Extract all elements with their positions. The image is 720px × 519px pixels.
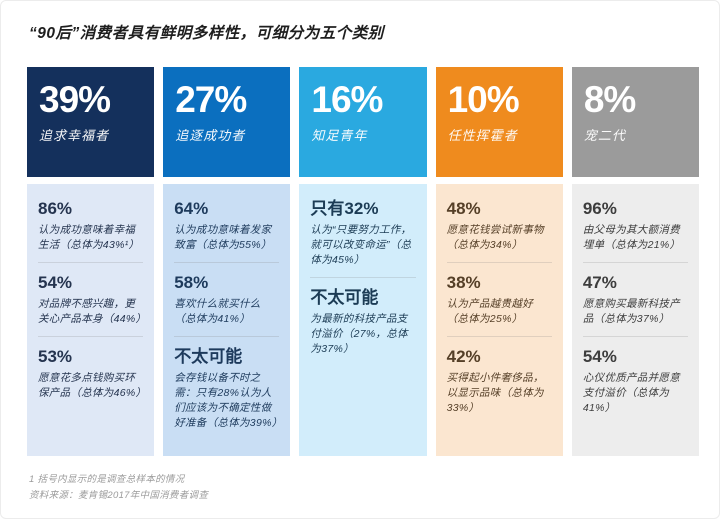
divider xyxy=(38,262,144,264)
stat-item: 58% 喜欢什么就买什么（总体为41%） xyxy=(174,272,279,327)
stat-description: 由父母为其大额消费埋单（总体为21%） xyxy=(582,224,681,252)
segment-body: 86% 认为成功意味着幸福生活（总体为43%¹） 54% 对品牌不感兴趣，更关心… xyxy=(27,184,155,456)
segment-header: 16% 知足青年 xyxy=(299,67,427,177)
source-line: 资料来源：麦肯锡2017年中国消费者调查 xyxy=(29,490,209,502)
divider xyxy=(38,336,144,338)
stat-item: 64% 认为成功意味着发家致富（总体为55%） xyxy=(174,198,279,253)
stat-description: 心仪优质产品并愿意支付溢价（总体为41%） xyxy=(582,372,681,415)
stat-description: 认为“只要努力工作，就可以改变命运”（总体为45%） xyxy=(310,224,412,267)
stat-description: 认为成功意味着发家致富（总体为55%） xyxy=(174,224,272,252)
stat-item: 96% 由父母为其大额消费埋单（总体为21%） xyxy=(583,198,688,253)
stat-item: 42% 买得起小件奢侈品，以显示品味（总体为33%） xyxy=(447,346,552,416)
stat-description: 买得起小件奢侈品，以显示品味（总体为33%） xyxy=(446,372,544,415)
divider xyxy=(446,262,552,264)
segment-percent: 39% xyxy=(39,79,111,120)
divider xyxy=(310,276,416,278)
segment-label: 宠二代 xyxy=(583,127,626,143)
stat-value: 58% xyxy=(174,273,209,293)
divider xyxy=(174,336,280,338)
segment-column-content-youth: 16% 知足青年 只有32% 认为“只要努力工作，就可以改变命运”（总体为45%… xyxy=(299,67,427,456)
segment-body: 48% 愿意花钱尝试新事物（总体为34%） 38% 认为产品越贵越好（总体为25… xyxy=(435,184,563,456)
stat-description: 认为产品越贵越好（总体为25%） xyxy=(446,298,534,326)
page-title: “90后”消费者具有鲜明多样性，可细分为五个类别 xyxy=(29,25,384,42)
stat-value: 38% xyxy=(446,273,481,293)
segment-body: 只有32% 认为“只要努力工作，就可以改变命运”（总体为45%） 不太可能 为最… xyxy=(299,184,427,456)
segment-percent: 27% xyxy=(175,79,247,120)
stat-value: 86% xyxy=(38,199,73,218)
stat-item: 38% 认为产品越贵越好（总体为25%） xyxy=(447,272,552,327)
stat-value: 53% xyxy=(38,347,73,367)
stat-description: 认为成功意味着幸福生活（总体为43%¹） xyxy=(38,224,140,252)
divider xyxy=(174,262,280,264)
segment-header: 10% 任性挥霍者 xyxy=(435,67,563,177)
segment-column-willful-spenders: 10% 任性挥霍者 48% 愿意花钱尝试新事物（总体为34%） 38% 认为产品… xyxy=(435,67,563,456)
segment-column-happiness-seekers: 39% 追求幸福者 86% 认为成功意味着幸福生活（总体为43%¹） 54% 对… xyxy=(27,67,155,456)
segment-label: 知足青年 xyxy=(311,127,368,143)
segment-label: 任性挥霍者 xyxy=(447,127,518,143)
stat-value: 64% xyxy=(174,199,209,218)
stat-item: 53% 愿意花多点钱购买环保产品（总体为46%） xyxy=(38,346,147,401)
stat-description: 喜欢什么就买什么（总体为41%） xyxy=(174,298,261,326)
segment-label: 追逐成功者 xyxy=(175,127,246,143)
stat-value: 48% xyxy=(446,199,481,218)
segments-row: 39% 追求幸福者 86% 认为成功意味着幸福生活（总体为43%¹） 54% 对… xyxy=(27,67,700,456)
stat-item: 不太可能 会存钱以备不时之需：只有28%认为人们应该为不确定性做好准备（总体为3… xyxy=(174,346,283,431)
segment-label: 追求幸福者 xyxy=(39,127,110,143)
segment-header: 8% 宠二代 xyxy=(571,67,700,177)
stat-value: 96% xyxy=(582,199,617,218)
divider xyxy=(582,336,689,338)
divider xyxy=(446,336,552,338)
stat-value: 54% xyxy=(582,347,617,367)
stat-description: 为最新的科技产品支付溢价（27%，总体为37%） xyxy=(310,313,408,356)
stat-value: 47% xyxy=(582,273,617,293)
stat-item: 47% 愿意购买最新科技产品（总体为37%） xyxy=(583,272,688,327)
stat-description: 会存钱以备不时之需：只有28%认为人们应该为不确定性做好准备（总体为39%） xyxy=(174,372,283,430)
stat-item: 86% 认为成功意味着幸福生活（总体为43%¹） xyxy=(38,198,143,253)
segment-header: 27% 追逐成功者 xyxy=(163,67,291,177)
divider xyxy=(582,262,689,264)
stat-value: 只有32% xyxy=(310,199,379,218)
stat-item: 48% 愿意花钱尝试新事物（总体为34%） xyxy=(447,198,552,253)
footer: 1 括号内显示的是调查总样本的情况 资料来源：麦肯锡2017年中国消费者调查 xyxy=(29,472,699,504)
segment-percent: 10% xyxy=(447,79,520,120)
stat-item: 54% 心仪优质产品并愿意支付溢价（总体为41%） xyxy=(583,346,688,416)
stat-value: 42% xyxy=(446,347,481,367)
segment-body: 64% 认为成功意味着发家致富（总体为55%） 58% 喜欢什么就买什么（总体为… xyxy=(163,184,291,456)
segment-percent: 16% xyxy=(311,79,383,120)
segment-percent: 8% xyxy=(583,79,636,120)
stat-value: 54% xyxy=(38,273,73,293)
segment-column-pampered-generation: 8% 宠二代 96% 由父母为其大额消费埋单（总体为21%） 47% 愿意购买最… xyxy=(571,67,700,456)
stat-description: 对品牌不感兴趣，更关心产品本身（44%） xyxy=(38,298,147,326)
stat-item: 不太可能 为最新的科技产品支付溢价（27%，总体为37%） xyxy=(310,287,415,357)
footnote: 1 括号内显示的是调查总样本的情况 xyxy=(29,474,185,485)
segment-header: 39% 追求幸福者 xyxy=(27,67,155,177)
stat-value: 不太可能 xyxy=(310,287,379,307)
segment-body: 96% 由父母为其大额消费埋单（总体为21%） 47% 愿意购买最新科技产品（总… xyxy=(571,184,700,456)
stat-description: 愿意购买最新科技产品（总体为37%） xyxy=(582,298,681,326)
stat-item: 54% 对品牌不感兴趣，更关心产品本身（44%） xyxy=(38,272,147,327)
segment-column-success-chasers: 27% 追逐成功者 64% 认为成功意味着发家致富（总体为55%） 58% 喜欢… xyxy=(163,67,291,456)
stat-value: 不太可能 xyxy=(174,347,243,367)
stat-description: 愿意花多点钱购买环保产品（总体为46%） xyxy=(38,372,147,400)
stat-description: 愿意花钱尝试新事物（总体为34%） xyxy=(446,224,544,252)
stat-item: 只有32% 认为“只要努力工作，就可以改变命运”（总体为45%） xyxy=(310,198,415,268)
